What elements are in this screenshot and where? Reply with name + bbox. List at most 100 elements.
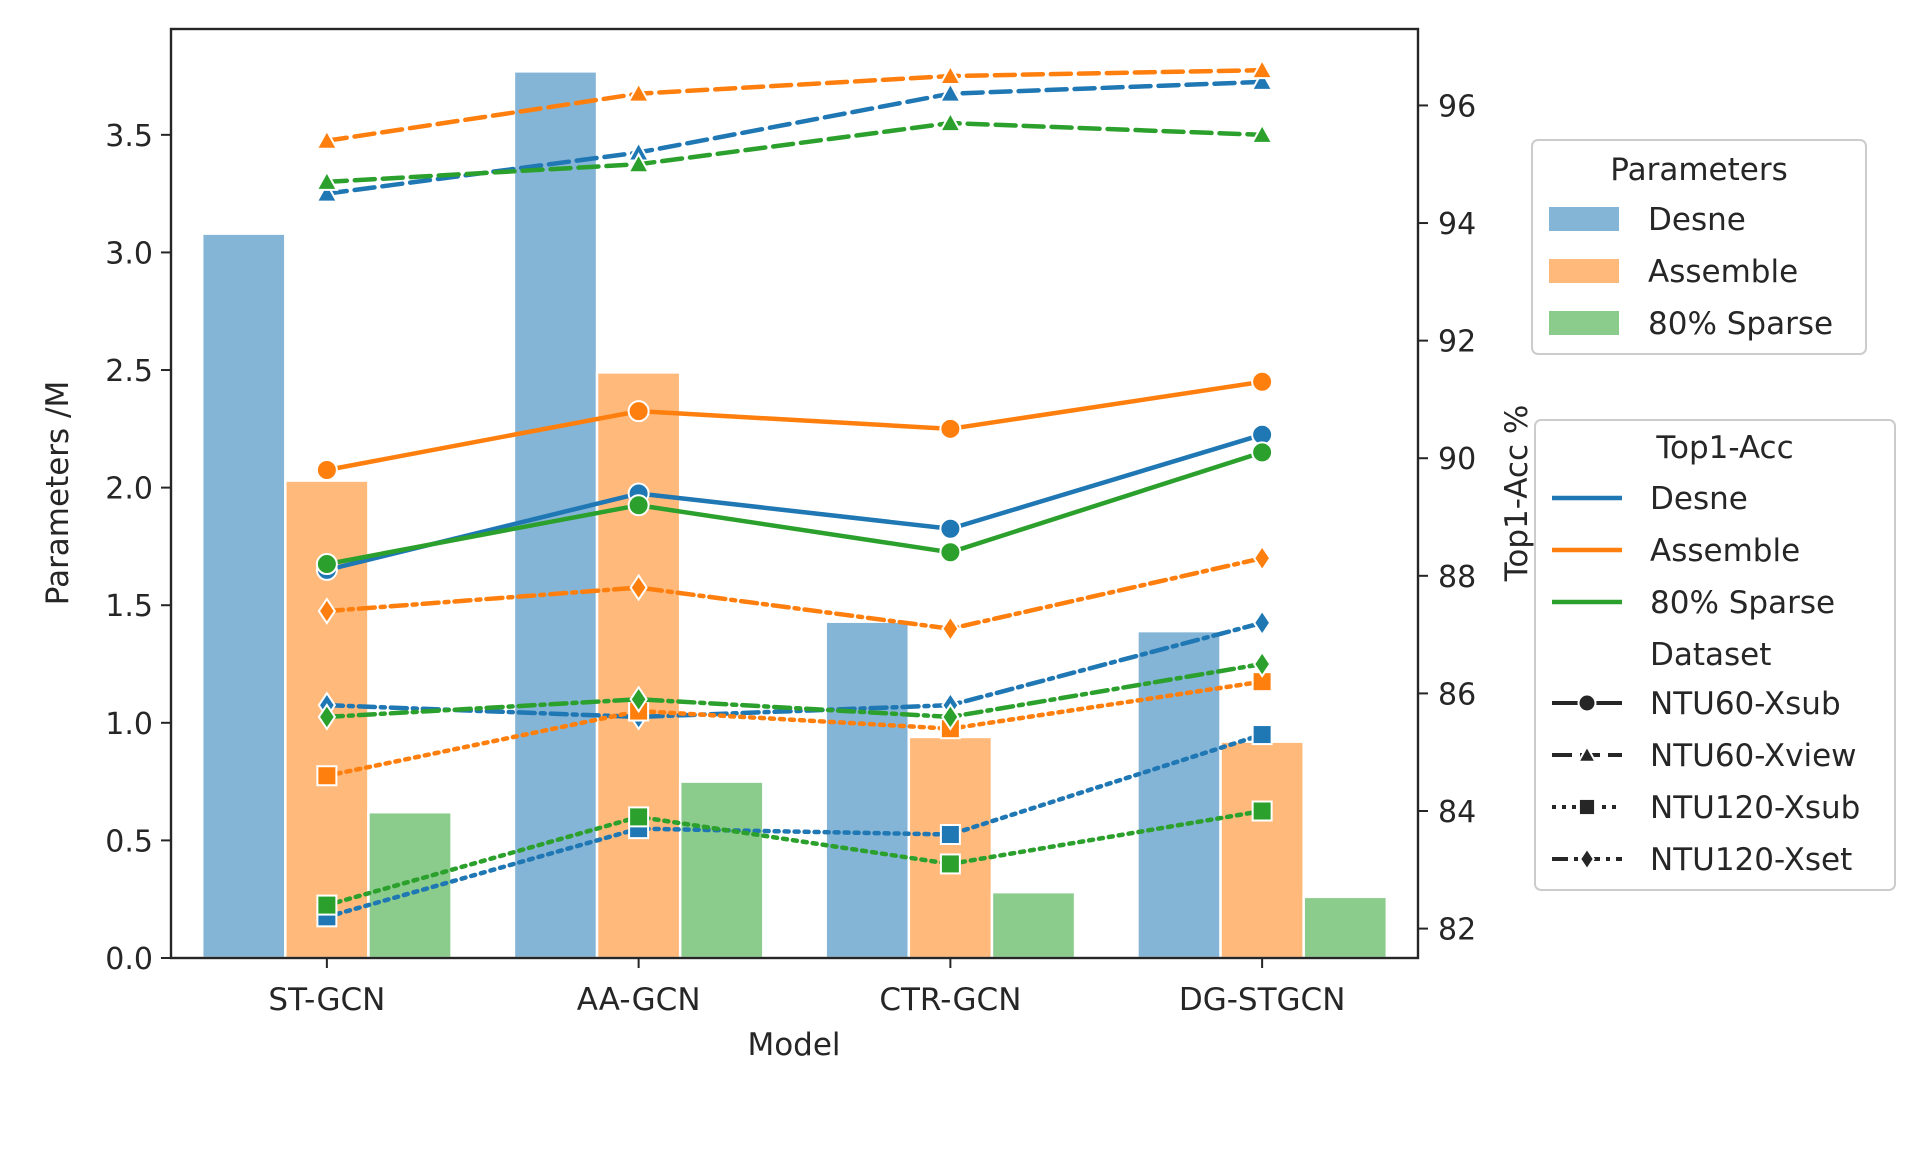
marker-80pct-sparse-ntu60-xview-dg-stgcn (1250, 122, 1274, 144)
right-tick-label: 92 (1438, 325, 1476, 360)
legend-dataset-entry: NTU120-Xsub (1650, 790, 1860, 826)
line-assemble-ntu120-xset (324, 555, 1265, 631)
right-tick-label: 96 (1438, 89, 1476, 124)
marker-80pct-sparse-ntu60-xview-st-gcn (315, 169, 339, 191)
marker-assemble-ntu120-xset-dg-stgcn (1252, 544, 1272, 572)
line-80pct-sparse-ntu120-xsub (324, 808, 1265, 908)
left-tick-label: 1.5 (105, 589, 153, 624)
bar-desne-st-gcn (200, 232, 287, 960)
line-desne-ntu60-xsub (324, 432, 1265, 573)
x-tick-label: ST-GCN (268, 982, 385, 1018)
marker-assemble-ntu60-xview-ctr-gcn (938, 63, 963, 86)
line-assemble-ntu60-xsub (324, 379, 1265, 473)
right-tick-label: 82 (1438, 913, 1476, 948)
legend-dataset-marker-ntu60-xview (1576, 744, 1598, 763)
right-tick-label: 90 (1438, 442, 1476, 477)
marker-80pct-sparse-ntu60-xsub-st-gcn (315, 553, 338, 576)
legend-dataset-entry: NTU60-Xsub (1650, 686, 1841, 722)
marker-80pct-sparse-ntu120-xset-ctr-gcn (941, 703, 960, 731)
bar-desne-ctr-gcn (824, 620, 911, 960)
marker-80pct-sparse-ntu60-xsub-dg-stgcn (1251, 441, 1274, 464)
bar-assemble-dg-stgcn (1219, 740, 1305, 960)
legend-dataset-marker-ntu120-xset (1578, 846, 1596, 872)
legend-parameters: Parameters Desne Assemble 80% Sparse (1531, 139, 1867, 355)
legend-swatch-assemble (1549, 259, 1619, 283)
left-tick-label: 0.0 (105, 942, 153, 977)
left-tick-label: 2.0 (105, 472, 153, 507)
axes-layer: 0.0 0.5 1.0 1.5 2.0 2.5 3.0 3.5 82 84 86 88 90 92 94 96… (105, 89, 1476, 1018)
x-axis-label: Model (747, 1027, 840, 1063)
marker-desne-ntu60-xview-ctr-gcn (938, 81, 963, 103)
legend-dataset-marker-ntu60-xsub (1577, 693, 1597, 713)
marker-desne-ntu120-xsub-dg-stgcn (1251, 724, 1273, 746)
plot-frame (169, 27, 1420, 960)
legend-top1-box (1534, 419, 1896, 891)
left-tick-label: 2.5 (105, 354, 153, 389)
line-desne-ntu120-xset (324, 620, 1265, 720)
legend-top1-entry: Assemble (1650, 533, 1800, 569)
bar-80pct-sparse-st-gcn (367, 810, 453, 960)
marker-80pct-sparse-ntu60-xview-aa-gcn (626, 152, 651, 174)
bar-80pct-sparse-dg-stgcn (1302, 895, 1389, 960)
right-tick-label: 94 (1438, 207, 1476, 242)
marker-desne-ntu120-xset-dg-stgcn (1252, 609, 1272, 637)
legend-dataset-entry: NTU60-Xview (1650, 738, 1857, 774)
marker-assemble-ntu60-xview-st-gcn (315, 128, 339, 150)
legend-dataset-title: Dataset (1650, 637, 1771, 673)
left-axis-label: Parameters /M (40, 381, 76, 605)
left-tick-label: 1.0 (105, 707, 153, 742)
line-80pct-sparse-ntu120-xset (324, 661, 1265, 720)
marker-desne-ntu60-xsub-ctr-gcn (939, 517, 962, 540)
legend-top1-entry: 80% Sparse (1650, 585, 1835, 621)
x-tick-label: AA-GCN (577, 982, 701, 1018)
legend-dataset-entry: NTU120-Xset (1650, 842, 1852, 878)
marker-assemble-ntu60-xsub-dg-stgcn (1251, 370, 1274, 393)
bar-assemble-aa-gcn (595, 371, 682, 960)
marker-80pct-sparse-ntu60-xsub-aa-gcn (627, 494, 650, 517)
legend-parameters-entry: Desne (1648, 202, 1746, 238)
x-tick-label: DG-STGCN (1179, 982, 1346, 1018)
marker-assemble-ntu60-xview-aa-gcn (626, 81, 651, 103)
line-assemble-ntu60-xview (324, 67, 1265, 143)
left-tick-label: 0.5 (105, 824, 153, 859)
legend-parameters-entry: Assemble (1648, 254, 1798, 290)
line-desne-ntu120-xsub (324, 732, 1265, 920)
bar-80pct-sparse-ctr-gcn (990, 890, 1077, 960)
marker-desne-ntu60-xview-dg-stgcn (1250, 69, 1274, 91)
marker-80pct-sparse-ntu60-xsub-ctr-gcn (939, 541, 962, 564)
marker-80pct-sparse-ntu120-xset-st-gcn (317, 703, 337, 731)
legend-top1-entry: Desne (1650, 481, 1748, 517)
left-tick-label: 3.5 (105, 119, 153, 154)
marker-assemble-ntu60-xsub-aa-gcn (627, 400, 650, 423)
legend-parameters-title: Parameters (1610, 152, 1787, 188)
bar-80pct-sparse-aa-gcn (678, 780, 765, 960)
lines-layer (315, 58, 1274, 928)
marker-80pct-sparse-ntu120-xsub-ctr-gcn (939, 853, 961, 875)
legend-swatch-80pct-sparse (1549, 311, 1619, 335)
marker-desne-ntu60-xview-st-gcn (315, 181, 339, 203)
marker-80pct-sparse-ntu120-xsub-st-gcn (316, 894, 338, 916)
marker-80pct-sparse-ntu120-xset-aa-gcn (629, 685, 648, 714)
right-tick-label: 88 (1438, 560, 1476, 595)
line-80pct-sparse-ntu60-xsub (324, 450, 1265, 567)
marker-80pct-sparse-ntu60-xview-ctr-gcn (938, 111, 963, 133)
marker-desne-ntu120-xsub-ctr-gcn (939, 824, 961, 846)
legend-dataset-marker-ntu120-xsub (1577, 797, 1597, 817)
legend-top1-title: Top1-Acc (1655, 430, 1793, 466)
marker-assemble-ntu120-xset-ctr-gcn (941, 614, 960, 643)
legend-parameters-entry: 80% Sparse (1648, 306, 1833, 342)
bar-assemble-ctr-gcn (907, 735, 994, 960)
legend-swatch-desne (1549, 207, 1619, 231)
marker-assemble-ntu120-xset-st-gcn (317, 597, 337, 625)
marker-80pct-sparse-ntu120-xsub-aa-gcn (628, 806, 650, 828)
legend-top1: Top1-Acc Desne Assemble 80% Sparse Dataset… (1534, 419, 1896, 891)
right-tick-label: 84 (1438, 795, 1476, 830)
line-assemble-ntu120-xsub (324, 679, 1265, 778)
x-tick-label: CTR-GCN (879, 982, 1021, 1018)
marker-assemble-ntu120-xsub-st-gcn (316, 765, 338, 787)
legend-parameters-box (1531, 139, 1867, 355)
line-80pct-sparse-ntu60-xview (324, 120, 1265, 185)
marker-assemble-ntu60-xview-dg-stgcn (1250, 58, 1274, 80)
right-tick-label: 86 (1438, 677, 1476, 712)
